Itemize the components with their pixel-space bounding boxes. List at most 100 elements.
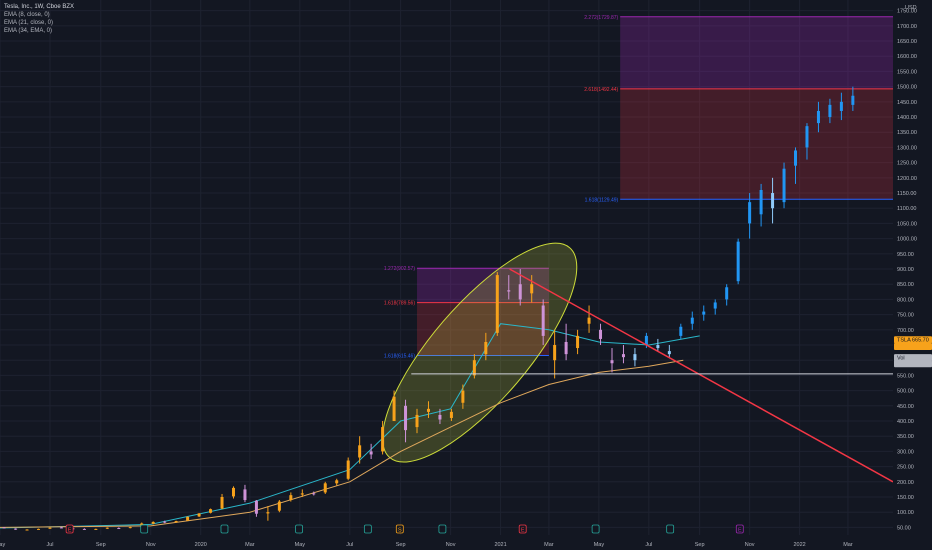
candle [725,284,729,306]
y-tick-label: 700.00 [897,328,914,334]
event-marker-box [591,524,600,534]
event-marker-box [220,524,229,534]
candle [243,484,247,503]
symbol-title[interactable]: Tesla, Inc., 1W, Cboe BZX [4,4,75,10]
candle-body [725,287,729,300]
event-marker[interactable] [438,524,447,534]
candle-body [289,495,293,501]
fib-small-level-label: 1.272(902.57) [384,266,415,272]
candle [610,348,614,373]
candle [702,305,706,321]
fib-large-mid-zone [620,88,893,200]
candle [771,177,775,224]
y-tick-label: 550.00 [897,373,914,379]
candle-body [851,95,855,105]
event-marker[interactable]: E [735,524,744,534]
candle [174,520,178,523]
price-tag[interactable]: TSLA 665.70 [894,336,932,344]
candle-body [530,284,534,294]
indicator-ema-21[interactable]: EMA (21, close, 0) [4,20,54,26]
y-tick-label: 1400.00 [897,115,917,121]
price-axis: 50.00 100.00 150.00 200.00 250.00 300.00 350.0… [893,0,932,550]
candle-body [220,497,224,509]
candle-body [610,360,614,364]
x-tick-label: Jul [346,542,353,548]
candle-body [507,290,511,292]
price-tag-bg [894,336,932,344]
candle [186,516,190,522]
event-marker[interactable] [591,524,600,534]
y-tick-label: 450.00 [897,404,914,410]
candle-body [667,351,671,355]
candle [220,493,224,510]
y-tick-label: 1500.00 [897,85,917,91]
candle-body [358,445,362,458]
candle-body [117,528,121,530]
fib-large-level-label: 2.618(1492.44) [584,87,618,93]
candle [14,528,18,530]
candle-body [254,500,258,514]
y-tick-label: 150.00 [897,495,914,501]
candle [25,529,29,531]
candle-body [759,189,763,215]
price-tag[interactable] [894,343,932,351]
price-tag[interactable]: Vol [894,354,932,362]
indicator-ema-34[interactable]: EMA (34, EMA, 0) [4,28,53,34]
y-tick-label: 750.00 [897,313,914,319]
candle [599,323,603,346]
candle [128,526,132,529]
event-marker[interactable] [220,524,229,534]
candle-body [37,528,41,530]
candle-body [48,527,52,529]
event-marker-box [140,524,149,534]
candle-body [794,150,798,166]
candle [254,500,258,517]
candle-body [553,345,557,361]
candle [472,354,476,379]
event-marker[interactable]: E [518,524,527,534]
candle-body [94,528,98,530]
x-tick-label: May [0,542,5,548]
event-marker[interactable] [363,524,372,534]
price-tag-text: Vol [897,356,905,362]
fib-large-top-zone [620,16,893,89]
candle [369,443,373,460]
candle [759,183,763,227]
candle-body [541,305,545,336]
candle-body [621,354,625,358]
event-marker[interactable] [666,524,675,534]
candle-body [312,493,316,495]
event-marker[interactable]: S [395,524,404,534]
candle [117,527,121,530]
event-marker-box [65,524,74,534]
candle-body [461,390,465,403]
candle [163,520,167,524]
candle [37,528,41,530]
event-marker[interactable] [295,524,303,534]
x-tick-label: Sep [396,542,406,548]
candle-body [484,341,488,355]
y-tick-label: 1700.00 [897,24,917,30]
price-tag[interactable] [894,360,932,368]
candle [587,305,591,333]
time-axis-bg [0,535,932,550]
candle-body [392,396,396,422]
currency-label: USD [905,5,917,11]
y-tick-label: 1200.00 [897,176,917,182]
grid [0,0,893,535]
candle-body [128,527,132,529]
candle [553,329,557,379]
candle-body [771,193,775,209]
y-tick-label: 1050.00 [897,221,917,227]
candle-body [495,275,499,333]
candle [300,489,304,498]
candle-body [736,241,740,282]
candle-body [323,483,327,493]
event-marker[interactable] [140,524,149,534]
indicator-ema-8[interactable]: EMA (8, close, 0) [4,12,50,18]
candle [495,272,499,336]
candle [438,408,442,425]
event-marker[interactable]: E [65,524,74,534]
